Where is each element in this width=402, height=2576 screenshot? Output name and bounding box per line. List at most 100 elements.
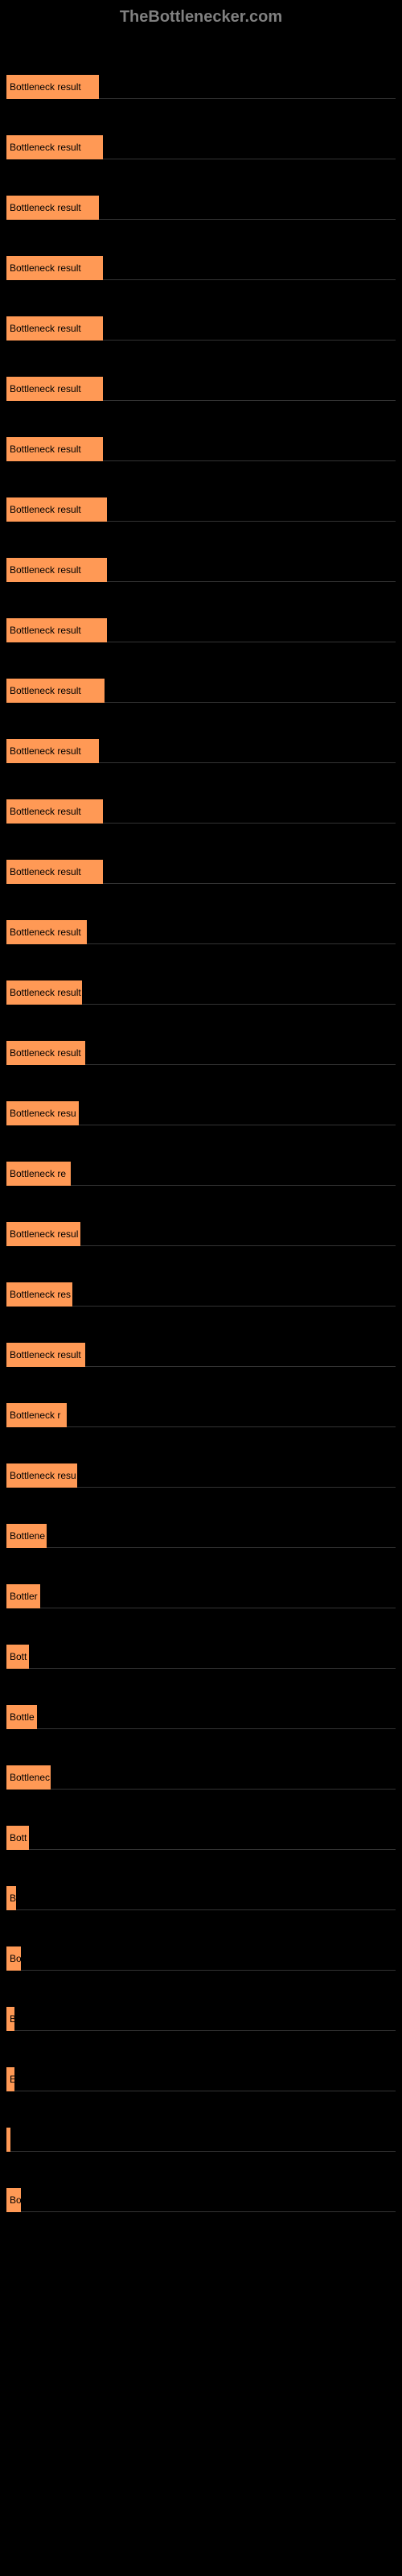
bar[interactable]: B [6, 1886, 16, 1910]
bar-label: Bott [10, 1832, 27, 1843]
bar[interactable]: Bottleneck res [6, 1282, 72, 1307]
bar-row: Bottleneck result [6, 948, 396, 1005]
bar[interactable]: Bottleneck result [6, 558, 107, 582]
bar-label: Bottleneck res [10, 1289, 71, 1300]
bar-spacer [6, 43, 396, 75]
bar-wrapper: Bottleneck result [6, 860, 396, 884]
bar[interactable]: Bottleneck result [6, 1343, 85, 1367]
bar[interactable]: Bottleneck result [6, 1041, 85, 1065]
bar-row: Bottleneck re [6, 1129, 396, 1186]
bar-spacer [6, 828, 396, 860]
bar[interactable]: Bottleneck result [6, 256, 103, 280]
bar[interactable]: Bott [6, 1645, 29, 1669]
bar-wrapper: Bottleneck result [6, 1343, 396, 1367]
bar[interactable]: Bottleneck resu [6, 1101, 79, 1125]
bar[interactable]: B [6, 2007, 14, 2031]
bar-wrapper: Bo [6, 2188, 396, 2212]
bar[interactable]: Bottleneck re [6, 1162, 71, 1186]
bar[interactable] [6, 2128, 10, 2152]
bar-spacer [6, 2156, 396, 2188]
bar[interactable]: Bottleneck result [6, 618, 107, 642]
bar-spacer [6, 2095, 396, 2128]
bar[interactable]: E [6, 2067, 14, 2091]
bar[interactable]: Bottleneck result [6, 135, 103, 159]
bar-label: Bottleneck result [10, 866, 81, 877]
bar[interactable]: Bo [6, 2188, 21, 2212]
bar-wrapper [6, 2128, 396, 2152]
bar[interactable]: Bottleneck result [6, 799, 103, 824]
bar-label: Bottleneck result [10, 323, 81, 334]
bar[interactable]: Bottler [6, 1584, 40, 1608]
bar[interactable]: Bottleneck result [6, 920, 87, 944]
bar-row: Bottleneck r [6, 1371, 396, 1427]
bar-row: Bottleneck result [6, 646, 396, 703]
bar-spacer [6, 646, 396, 679]
bar-wrapper: Bottler [6, 1584, 396, 1608]
bar-spacer [6, 1371, 396, 1403]
bar-wrapper: Bottleneck re [6, 1162, 396, 1186]
bar-row: Bottleneck result [6, 526, 396, 582]
bar-row: Bott [6, 1794, 396, 1850]
bar[interactable]: Bottleneck r [6, 1403, 67, 1427]
bar-spacer [6, 1975, 396, 2007]
bar-spacer [6, 2035, 396, 2067]
bar-wrapper: B [6, 2007, 396, 2031]
bar[interactable]: Bo [6, 1946, 21, 1971]
bar-label: Bottleneck result [10, 745, 81, 757]
bar-label: Bottleneck result [10, 564, 81, 576]
bar[interactable]: Bottleneck result [6, 860, 103, 884]
bar-label: Bo [10, 2194, 21, 2206]
bar-spacer [6, 1009, 396, 1041]
bar-wrapper: Bottleneck result [6, 558, 396, 582]
bar-row: Bottleneck result [6, 888, 396, 944]
bar-row: Bottleneck result [6, 405, 396, 461]
bar-wrapper: Bottleneck result [6, 739, 396, 763]
bar-wrapper: Bottleneck result [6, 920, 396, 944]
bar[interactable]: Bottleneck result [6, 437, 103, 461]
bar[interactable]: Bottleneck result [6, 75, 99, 99]
bar-spacer [6, 888, 396, 920]
bar-label: E [10, 2074, 14, 2085]
bar-label: Bottler [10, 1591, 38, 1602]
bar-wrapper: Bottleneck result [6, 1041, 396, 1065]
bar-row: Bottler [6, 1552, 396, 1608]
bar-row: B [6, 1854, 396, 1910]
bar-wrapper: Bottleneck result [6, 256, 396, 280]
bar[interactable]: Bottleneck result [6, 679, 105, 703]
bar-spacer [6, 767, 396, 799]
bar-row: Bo [6, 1914, 396, 1971]
bar[interactable]: Bottleneck result [6, 377, 103, 401]
bar-row: Bottleneck result [6, 224, 396, 280]
bar[interactable]: Bottleneck result [6, 980, 82, 1005]
bar-label: Bottle [10, 1711, 35, 1723]
bar-spacer [6, 405, 396, 437]
bar-spacer [6, 1794, 396, 1826]
bar-spacer [6, 1733, 396, 1765]
bar-wrapper: Bottleneck resu [6, 1101, 396, 1125]
bar[interactable]: Bott [6, 1826, 29, 1850]
bar[interactable]: Bottleneck result [6, 316, 103, 341]
bar[interactable]: Bottleneck resul [6, 1222, 80, 1246]
bar-spacer [6, 345, 396, 377]
bar-spacer [6, 1673, 396, 1705]
bar-wrapper: Bottleneck result [6, 135, 396, 159]
bar-spacer [6, 526, 396, 558]
bar-label: Bottlene [10, 1530, 45, 1542]
bar[interactable]: Bottleneck result [6, 497, 107, 522]
bar-row: Bottle [6, 1673, 396, 1729]
bar[interactable]: Bottleneck result [6, 739, 99, 763]
bar[interactable]: Bottle [6, 1705, 37, 1729]
bar[interactable]: Bottleneck resu [6, 1463, 77, 1488]
bar[interactable]: Bottlene [6, 1524, 47, 1548]
bar[interactable]: Bottlenec [6, 1765, 51, 1790]
bar-label: Bottleneck result [10, 685, 81, 696]
bar[interactable]: Bottleneck result [6, 196, 99, 220]
bar-wrapper: Bottleneck result [6, 618, 396, 642]
bar-wrapper: Bottleneck result [6, 497, 396, 522]
bar-row: E [6, 2035, 396, 2091]
bar-spacer [6, 1492, 396, 1524]
bar-label: Bo [10, 1953, 21, 1964]
bar-spacer [6, 586, 396, 618]
bar-row: Bottleneck result [6, 1311, 396, 1367]
bar-spacer [6, 1311, 396, 1343]
